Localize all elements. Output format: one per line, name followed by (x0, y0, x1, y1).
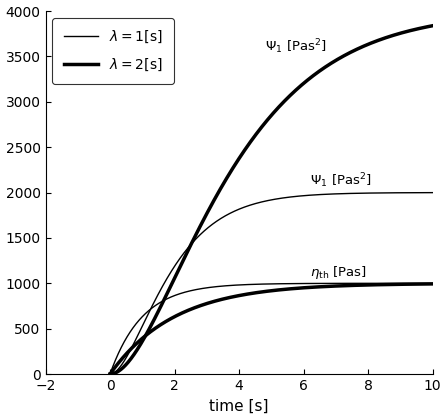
Text: $\Psi_1\ [\mathrm{Pas}^2]$: $\Psi_1\ [\mathrm{Pas}^2]$ (265, 37, 327, 56)
Legend: $\lambda = 1[\mathrm{s}]$, $\lambda = 2[\mathrm{s}]$: $\lambda = 1[\mathrm{s}]$, $\lambda = 2[… (52, 18, 174, 84)
X-axis label: time [s]: time [s] (209, 398, 269, 414)
Text: $\eta_{\mathrm{th}}\ [\mathrm{Pas}]$: $\eta_{\mathrm{th}}\ [\mathrm{Pas}]$ (310, 264, 367, 281)
Text: $\Psi_1\ [\mathrm{Pas}^2]$: $\Psi_1\ [\mathrm{Pas}^2]$ (310, 171, 372, 190)
